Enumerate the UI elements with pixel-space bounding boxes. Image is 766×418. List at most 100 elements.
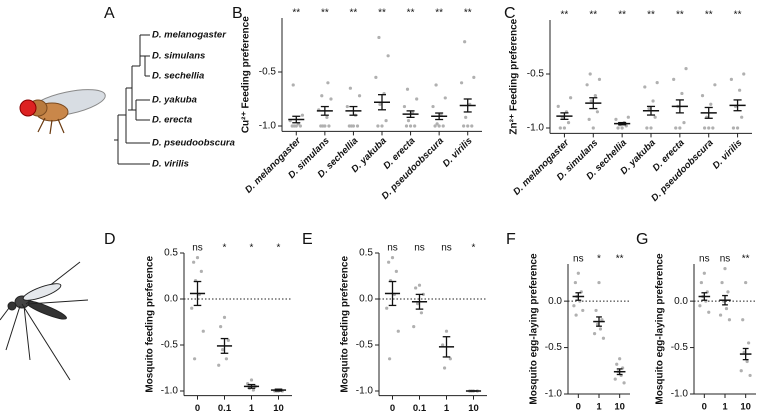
data-point	[396, 329, 400, 333]
data-point	[292, 124, 296, 128]
data-point	[193, 357, 197, 361]
significance: *	[277, 243, 281, 254]
panel-letter: C	[504, 5, 516, 22]
x-tick-label: 1	[444, 403, 450, 414]
data-point	[414, 286, 418, 290]
data-point	[698, 304, 702, 308]
significance: **	[350, 8, 358, 19]
data-point	[388, 357, 392, 361]
data-point	[742, 72, 746, 76]
y-axis-label: Mosquito feeding preference	[340, 256, 351, 393]
panel-letter: F	[506, 231, 516, 248]
data-point	[390, 256, 395, 260]
data-point	[219, 325, 223, 329]
data-point	[348, 86, 352, 90]
x-tick-label: D. virilis	[441, 136, 475, 170]
data-point	[462, 124, 466, 128]
significance: **	[742, 254, 750, 265]
data-point	[558, 126, 562, 130]
significance: **	[676, 10, 684, 21]
data-point	[581, 308, 585, 313]
data-point	[678, 126, 682, 130]
data-point	[747, 341, 751, 345]
x-tick-label: 10	[614, 402, 625, 413]
data-point	[616, 126, 620, 130]
data-point	[434, 83, 438, 87]
y-tick-label: -0.5	[356, 340, 374, 351]
data-point	[735, 126, 740, 130]
x-tick-label: 1	[249, 403, 255, 414]
data-point	[321, 124, 325, 128]
data-point	[562, 126, 567, 130]
data-point	[464, 115, 468, 119]
data-point	[731, 126, 736, 130]
data-point	[386, 54, 390, 58]
data-point	[377, 35, 381, 40]
y-axis-label: Mosquito feeding preference	[145, 256, 156, 393]
panel-letter: A	[104, 5, 115, 22]
data-point	[576, 271, 580, 275]
significance: **	[647, 10, 655, 21]
data-point	[655, 81, 659, 85]
significance: ns	[699, 254, 710, 265]
data-point	[645, 126, 649, 130]
data-point	[376, 124, 380, 128]
significance: ns	[192, 243, 203, 254]
data-point	[405, 87, 410, 91]
data-point	[415, 97, 419, 101]
y-tick-label: -0.5	[671, 342, 689, 353]
data-point	[355, 124, 360, 128]
y-tick-label: 0.0	[548, 296, 562, 307]
data-point	[720, 280, 724, 285]
y-axis-label: Zn²⁺ Feeding preference	[509, 18, 520, 134]
data-point	[444, 329, 449, 333]
significance: *	[223, 243, 227, 254]
x-tick-label: 0	[576, 402, 581, 413]
data-point	[682, 121, 686, 125]
data-point	[744, 280, 748, 285]
data-point	[566, 121, 571, 125]
significance: ns	[414, 243, 425, 254]
data-point	[592, 332, 597, 336]
data-point	[742, 350, 746, 354]
data-point	[724, 306, 729, 311]
significance: **	[616, 254, 624, 265]
significance: **	[734, 10, 742, 21]
data-point	[574, 313, 578, 317]
x-tick-label: 0.1	[413, 403, 427, 414]
data-point	[595, 110, 600, 114]
data-point	[585, 83, 589, 87]
y-tick-label: -0.5	[545, 342, 563, 353]
data-point	[201, 329, 205, 333]
data-point	[741, 318, 745, 322]
data-point	[220, 348, 225, 352]
data-point	[329, 97, 333, 101]
data-point	[380, 124, 384, 128]
data-point	[387, 260, 391, 264]
significance: *	[250, 243, 254, 254]
data-point	[384, 119, 388, 123]
data-point	[556, 104, 560, 108]
x-tick-label: 0.1	[218, 403, 232, 414]
data-point	[707, 310, 711, 314]
data-point	[431, 104, 435, 109]
data-point	[674, 126, 678, 130]
data-point	[404, 124, 409, 128]
y-tick-label: 0.0	[674, 296, 688, 307]
data-point	[249, 378, 254, 382]
data-point	[598, 327, 603, 331]
data-point	[572, 304, 576, 308]
data-point	[711, 126, 715, 130]
data-point	[738, 88, 742, 92]
data-point	[622, 381, 626, 385]
y-tick-label: -0.5	[259, 67, 277, 78]
data-point	[349, 124, 353, 128]
data-point	[415, 302, 420, 306]
y-tick-label: 0.5	[164, 248, 178, 259]
significance: ns	[387, 243, 398, 254]
x-tick-label: 1	[596, 402, 602, 413]
species-label: D. melanogaster	[152, 30, 227, 41]
data-point	[573, 280, 577, 285]
significance: **	[464, 8, 472, 19]
